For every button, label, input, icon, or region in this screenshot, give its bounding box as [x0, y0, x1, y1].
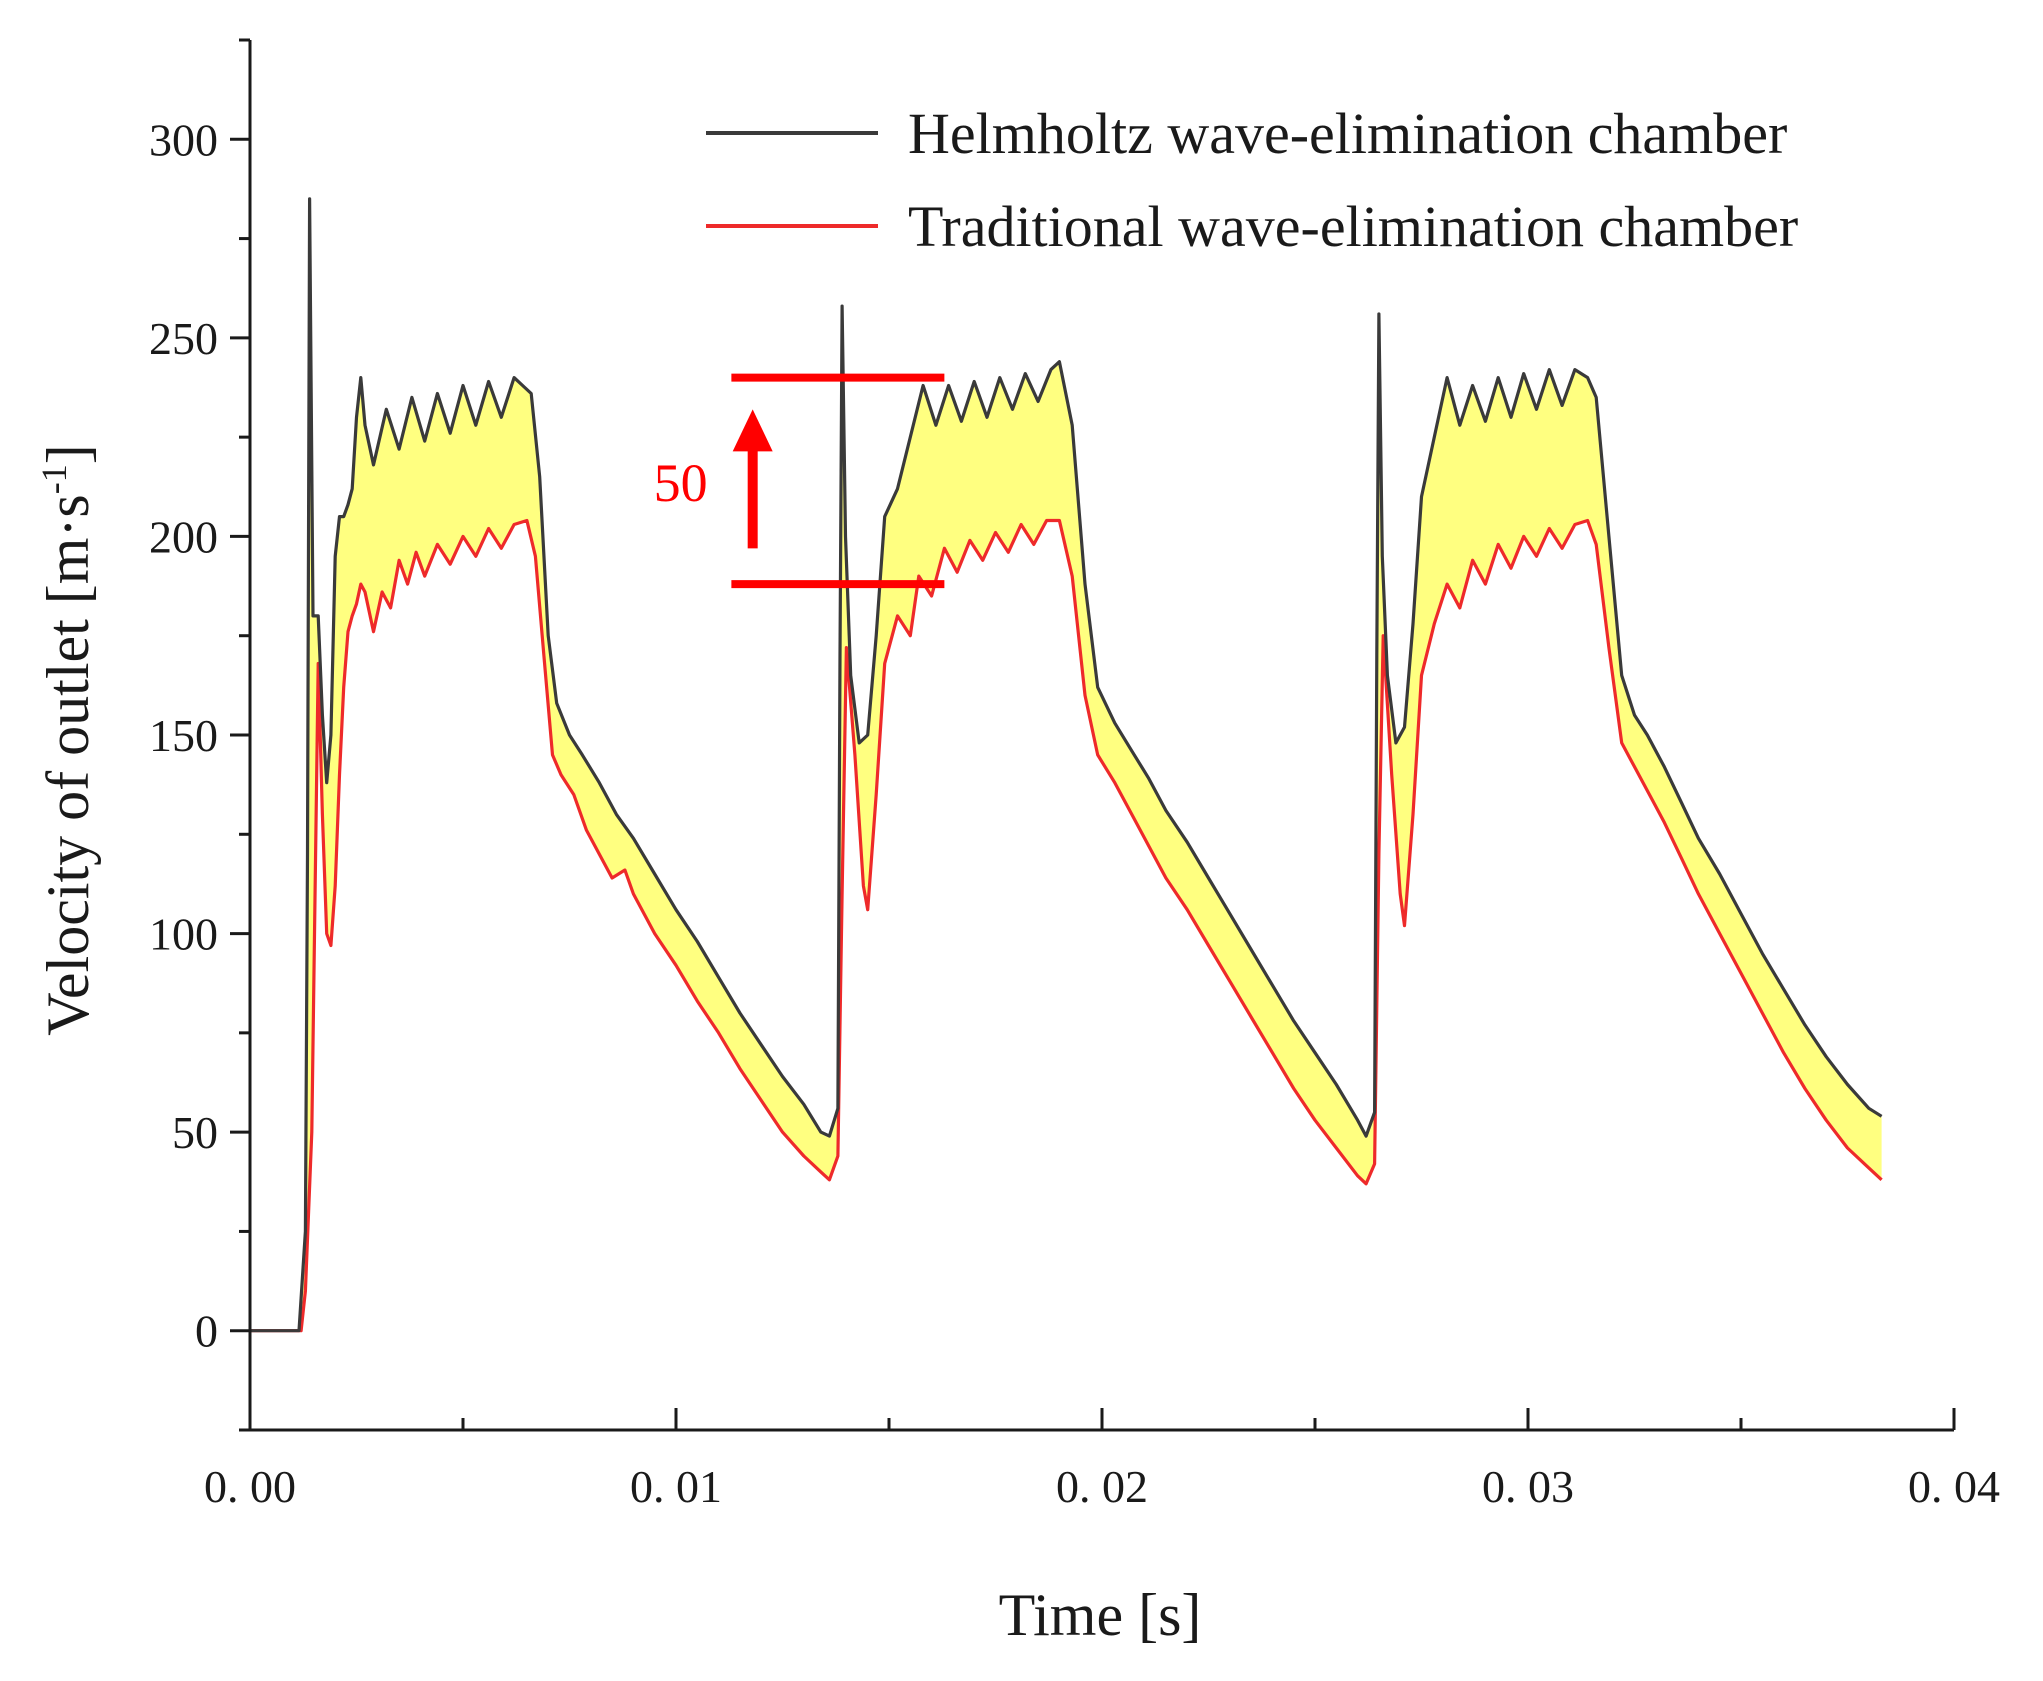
x-tick-label: 0. 04 — [1908, 1461, 2000, 1512]
y-axis-title-close: ] — [35, 444, 101, 464]
legend-label-helmholtz: Helmholtz wave-elimination chamber — [908, 101, 1787, 166]
y-tick-label: 0 — [195, 1306, 218, 1357]
y-tick-label: 300 — [149, 114, 218, 165]
series-line-helmholtz — [250, 197, 1883, 1333]
x-tick-label: 0. 01 — [630, 1461, 722, 1512]
between-series-fill — [250, 198, 1882, 1331]
annotation-layer: 50 — [654, 373, 945, 589]
y-axis-title-main: Velocity of outlet [m·s — [35, 494, 101, 1036]
x-axis-title: Time [s] — [999, 1582, 1202, 1648]
y-axis-title: Velocity of outlet [m·s-1] — [34, 444, 101, 1036]
x-tick-label: 0. 00 — [204, 1461, 296, 1512]
x-tick-label: 0. 03 — [1482, 1461, 1574, 1512]
y-tick-label: 50 — [172, 1107, 218, 1158]
annotation-label: 50 — [654, 453, 708, 513]
y-axis-title-exponent: -1 — [34, 464, 74, 494]
y-tick-label: 200 — [149, 511, 218, 562]
y-tick-label: 150 — [149, 710, 218, 761]
legend: Helmholtz wave-elimination chamber Tradi… — [706, 101, 1798, 259]
difference-fill-layer — [250, 198, 1882, 1331]
series-line-traditional — [250, 518, 1883, 1333]
series-layer — [250, 197, 1883, 1333]
annotation-arrow-head — [732, 409, 773, 452]
y-tick-label: 250 — [149, 313, 218, 364]
x-tick-label: 0. 02 — [1056, 1461, 1148, 1512]
ticks: 0. 00 0. 01 0. 02 0. 03 0. 04 0 50 100 150 200 250… — [149, 38, 2000, 1512]
y-tick-label: 100 — [149, 909, 218, 960]
legend-label-traditional: Traditional wave-elimination chamber — [908, 194, 1798, 259]
